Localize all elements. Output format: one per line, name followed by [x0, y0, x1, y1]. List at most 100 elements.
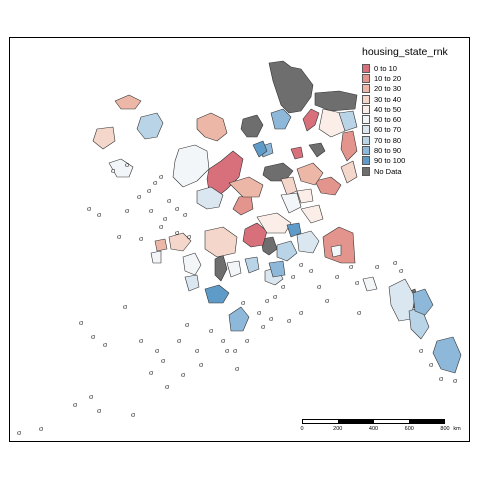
legend-label: 50 to 60 [374, 115, 402, 125]
map-region [260, 236, 278, 256]
map-island [269, 317, 273, 321]
map-island [159, 175, 163, 179]
map-island [181, 373, 185, 377]
map-island [225, 349, 229, 353]
map-region [412, 288, 434, 316]
map-island [375, 265, 379, 269]
legend-swatch [362, 146, 370, 156]
map-region [300, 204, 324, 224]
map-region [182, 252, 202, 276]
map-island [73, 403, 77, 407]
map-region [150, 250, 162, 264]
map-island [155, 349, 159, 353]
legend-title: housing_state_rnk [362, 46, 448, 58]
map-island [399, 269, 403, 273]
map-region [168, 232, 192, 252]
map-island [139, 339, 143, 343]
map-region [196, 186, 224, 210]
map-region [244, 256, 260, 274]
map-region [286, 222, 302, 238]
map-island [103, 343, 107, 347]
map-region [92, 126, 116, 150]
scale-segment [303, 420, 339, 423]
legend-entry: 30 to 40 [362, 94, 448, 104]
scale-tick-label: 800 [440, 426, 450, 432]
map-island [185, 323, 189, 327]
map-island [299, 311, 303, 315]
map-island [209, 329, 213, 333]
map-region [432, 336, 462, 374]
map-island [125, 209, 129, 213]
map-island [281, 285, 285, 289]
map-island [317, 285, 321, 289]
map-island [149, 209, 153, 213]
legend-entry: 70 to 80 [362, 135, 448, 145]
map-panel [9, 37, 470, 442]
map-island [261, 325, 265, 329]
map-island [439, 377, 443, 381]
map-island [139, 237, 143, 241]
map-region [136, 112, 164, 140]
legend-swatch [362, 135, 370, 145]
scale-tick-label: 200 [333, 426, 343, 432]
map-island [325, 299, 329, 303]
map-region [242, 222, 268, 248]
map-island [111, 169, 115, 173]
map-island [175, 231, 179, 235]
map-island [177, 339, 181, 343]
legend-label: 70 to 80 [374, 135, 402, 145]
legend-label: 40 to 50 [374, 104, 402, 114]
legend-list: 0 to 10 10 to 20 20 to 30 30 to 40 40 to 50 5… [362, 63, 448, 176]
legend-label: 20 to 30 [374, 84, 402, 94]
map-island [419, 349, 423, 353]
legend-entry: 40 to 50 [362, 104, 448, 114]
map-island [123, 305, 127, 309]
legend-swatch [362, 166, 370, 176]
map-region [270, 108, 292, 130]
map-island [89, 395, 93, 399]
map-island [265, 299, 269, 303]
map-region [214, 254, 228, 282]
map-island [131, 413, 135, 417]
map-region [362, 276, 378, 292]
map-island [221, 339, 225, 343]
map-region [314, 90, 358, 112]
map-region [308, 142, 326, 158]
map-island [97, 409, 101, 413]
map-region [268, 260, 286, 278]
map-island [287, 319, 291, 323]
map-region [232, 194, 254, 216]
map-island [235, 367, 239, 371]
scale-tick-label: 0 [300, 426, 304, 432]
map-region [114, 94, 142, 110]
map-island [39, 427, 43, 431]
map-region [340, 160, 358, 184]
map-island [161, 359, 165, 363]
map-island [87, 207, 91, 211]
legend-swatch [362, 104, 370, 114]
legend-label: 10 to 20 [374, 73, 402, 83]
map-region [108, 158, 134, 178]
map-region [314, 176, 342, 196]
map-island [273, 295, 277, 299]
map-island [175, 207, 179, 211]
map-island [429, 363, 433, 367]
legend-swatch [362, 156, 370, 166]
map-island [91, 335, 95, 339]
map-island [233, 349, 237, 353]
map-island [187, 235, 191, 239]
legend-entry: 90 to 100 [362, 156, 448, 166]
legend-swatch [362, 63, 370, 73]
legend-swatch [362, 73, 370, 83]
map-island [97, 213, 101, 217]
map-island [125, 163, 129, 167]
legend-entry: 20 to 30 [362, 84, 448, 94]
scale-tick-label: 600 [404, 426, 414, 432]
legend-entry: 10 to 20 [362, 73, 448, 83]
scale-bar: 0 200 400 600 800 km [300, 419, 461, 436]
map-island [17, 431, 21, 435]
legend-label: 30 to 40 [374, 94, 402, 104]
map-island [245, 339, 249, 343]
map-region [268, 60, 314, 114]
map-region [302, 108, 320, 132]
